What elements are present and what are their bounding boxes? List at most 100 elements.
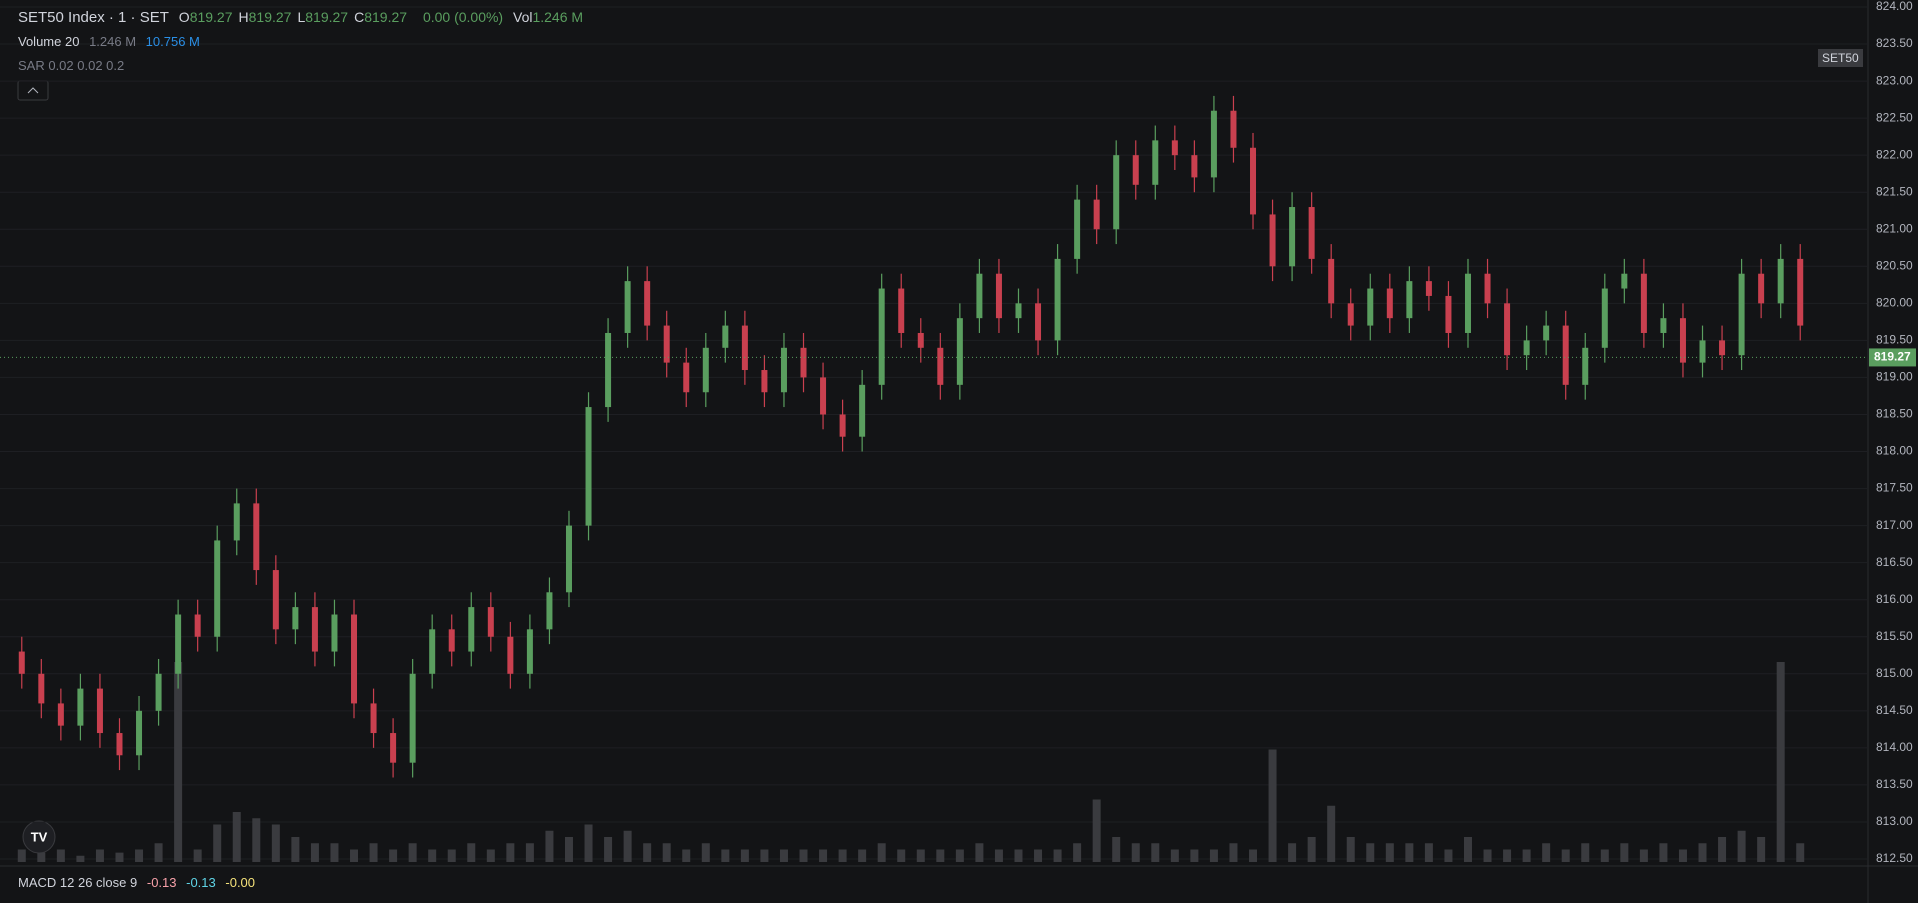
candle-body [1679,318,1686,363]
symbol-title: SET50 Index · 1 · SET [18,9,169,26]
candle-body [272,570,279,630]
volume-bar [936,849,945,862]
candle-body [311,607,318,652]
candle-body [194,614,201,637]
volume-bar [604,837,613,862]
volume-bar [115,852,124,862]
last-price-label: 819.27 [1874,350,1911,364]
candle-body [507,636,514,674]
ohlc-value: 819.27 [248,9,292,25]
candle-body [1074,199,1081,259]
volume-bar [1757,837,1766,862]
candle-body [565,525,572,593]
candle-body [116,733,123,756]
candle-body [1328,258,1335,304]
candle-body [820,377,827,415]
tv-logo-text: TV [31,829,48,844]
volume-bar [310,843,319,862]
candle-body [722,325,729,348]
collapse-icon [27,87,39,94]
y-tick-label: 823.00 [1876,73,1913,87]
volume-bar [1053,849,1062,862]
volume-bar [135,849,144,862]
volume-bar [369,843,378,862]
volume-bar [1014,849,1023,862]
volume-bar [1561,849,1570,862]
volume-bar [1737,830,1746,862]
volume-bar [37,852,46,862]
volume-bar [1346,837,1355,862]
candle-body [644,281,651,326]
candle-body [1113,155,1120,230]
candle-body [1464,273,1471,333]
ohlc-value: 819.27 [364,9,408,25]
candle-body [351,614,358,704]
candle-body [1386,288,1393,319]
y-tick-label: 819.50 [1876,333,1913,347]
change: 0.00 (0.00%) [422,9,504,25]
candle-body [605,332,612,408]
volume-bar [1131,843,1140,862]
vol-label: Vol [513,9,533,25]
volume-bar [1522,849,1531,862]
candle-body [233,503,240,541]
volume-bar [1092,799,1101,862]
candle-body [409,673,416,763]
volume-bar [564,837,573,862]
volume-bar [174,662,183,862]
volume-bar [819,849,828,862]
y-tick-label: 818.00 [1876,444,1913,458]
candle-body [253,503,260,571]
candle-body [1660,318,1667,333]
candle-body [1054,258,1061,341]
ohlc-label: O [178,9,190,25]
volume-bar [350,849,359,862]
candle-body [1699,340,1706,363]
y-tick-label: 821.50 [1876,184,1913,198]
macd-study: MACD 12 26 close 9 -0.13 -0.13 -0.00 [18,875,261,890]
volume-bar [1581,843,1590,862]
y-tick-label: 819.00 [1876,370,1913,384]
volume-bar [1444,849,1453,862]
y-tick-label: 820.00 [1876,296,1913,310]
candle-body [1015,303,1022,319]
macd-value: -0.00 [225,875,256,890]
candle-body [1523,340,1530,356]
candle-body [1367,288,1374,326]
candle-body [155,673,162,711]
candle-body [780,347,787,393]
candle-body [136,710,143,756]
study-name: SAR 0.02 0.02 0.2 [18,58,125,73]
volume-bar [897,849,906,862]
y-tick-label: 820.50 [1876,258,1913,272]
candle-body [1738,273,1745,356]
volume-bar [1366,843,1375,862]
candle-body [917,332,924,348]
volume-bar [584,824,593,862]
candle-body [1562,325,1569,385]
candle-body [1230,110,1237,148]
collapse-button[interactable] [17,80,49,101]
candle-body [761,370,768,393]
volume-bar [1776,662,1785,862]
candle-body [526,629,533,674]
candle-body [1601,288,1608,348]
candle-body [331,614,338,652]
volume-bar [389,849,398,862]
candle-body [1504,303,1511,356]
candle-body [937,347,944,385]
candle-body [839,414,846,437]
last-price-tag [1869,348,1916,367]
volume-bar [1151,843,1160,862]
study-ma: 10.756 M [145,34,200,49]
volume-bar [643,843,652,862]
candle-body [1308,207,1315,259]
candle-body [18,651,25,674]
study-name: MACD 12 26 close 9 [18,875,138,890]
ohlc-label: H [238,9,249,25]
volume-bar [682,849,691,862]
y-tick-label: 813.00 [1876,814,1913,828]
y-tick-label: 813.50 [1876,777,1913,791]
candle-body [546,592,553,630]
volume-bar [252,818,261,862]
